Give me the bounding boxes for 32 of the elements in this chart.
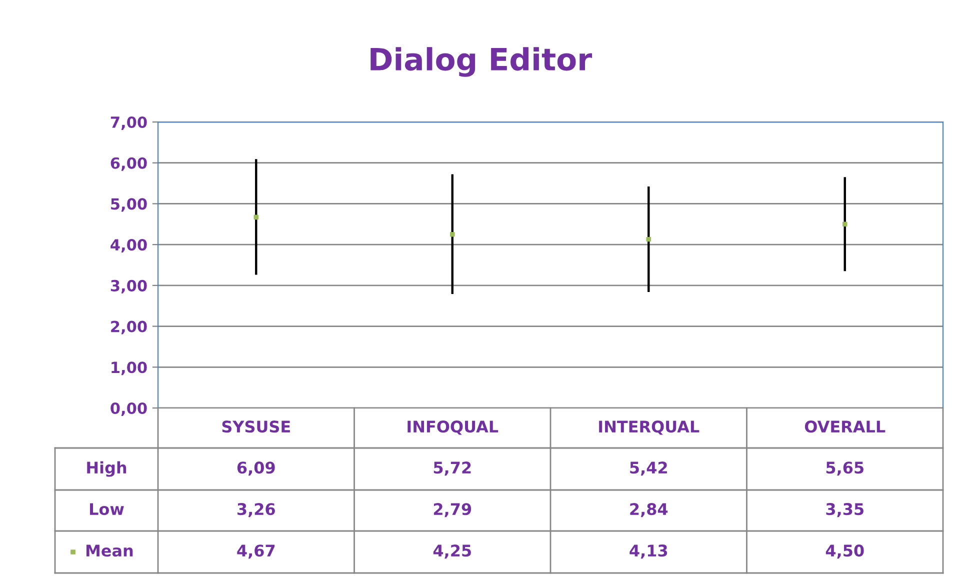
text: 5,65 — [826, 462, 864, 476]
y-tick-label: 6,00 — [110, 157, 147, 171]
data-label: 4,25 — [433, 544, 471, 559]
chart-title: Dialog Editor — [370, 47, 592, 77]
y-tick-label: 4,00 — [110, 239, 147, 253]
text: 3,35 — [826, 503, 864, 518]
text: 5,42 — [630, 462, 667, 476]
text: High — [87, 461, 126, 477]
y-tick-label: 7,00 — [110, 116, 147, 130]
x-tick-label: SYSUSE — [222, 420, 290, 433]
text: 5,72 — [434, 462, 471, 476]
x-tick-label: INFOQUAL — [408, 420, 498, 435]
y-tick-label: 3,00 — [110, 280, 147, 294]
x-tick-label: OVERALL — [804, 420, 886, 433]
y-tick-label: 0,00 — [110, 402, 147, 416]
point — [254, 214, 259, 220]
point — [646, 236, 652, 242]
x-tick-label: INTERQUAL — [599, 420, 700, 435]
data-label: 4,50 — [826, 544, 864, 559]
point — [842, 222, 848, 227]
y-tick-label: 1,00 — [112, 362, 147, 376]
y-tick-label: 2,00 — [111, 320, 147, 334]
y-tick-label: 5,00 — [111, 198, 147, 212]
data-label: 4,67 — [237, 544, 275, 559]
text: 6,09 — [237, 462, 275, 476]
text: 2,84 — [630, 503, 668, 518]
point — [450, 232, 455, 237]
text: 2,79 — [434, 503, 472, 518]
data-label: 4,13 — [630, 544, 668, 559]
text: Low — [90, 503, 124, 516]
legend-label: Mean — [86, 544, 133, 557]
text: 3,26 — [237, 503, 275, 518]
